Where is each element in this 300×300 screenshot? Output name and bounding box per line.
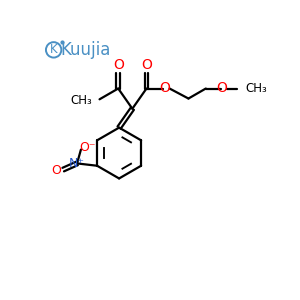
Text: O: O bbox=[141, 58, 152, 72]
Text: CH₃: CH₃ bbox=[70, 94, 92, 107]
Text: O: O bbox=[159, 81, 170, 95]
Text: O: O bbox=[51, 164, 61, 177]
Text: O⁻: O⁻ bbox=[79, 141, 95, 154]
Text: O: O bbox=[217, 81, 227, 95]
Text: N⁺: N⁺ bbox=[69, 157, 85, 170]
Text: Kuujia: Kuujia bbox=[61, 41, 111, 59]
Text: O: O bbox=[113, 58, 124, 72]
Text: K: K bbox=[50, 44, 58, 56]
Text: CH₃: CH₃ bbox=[246, 82, 268, 95]
